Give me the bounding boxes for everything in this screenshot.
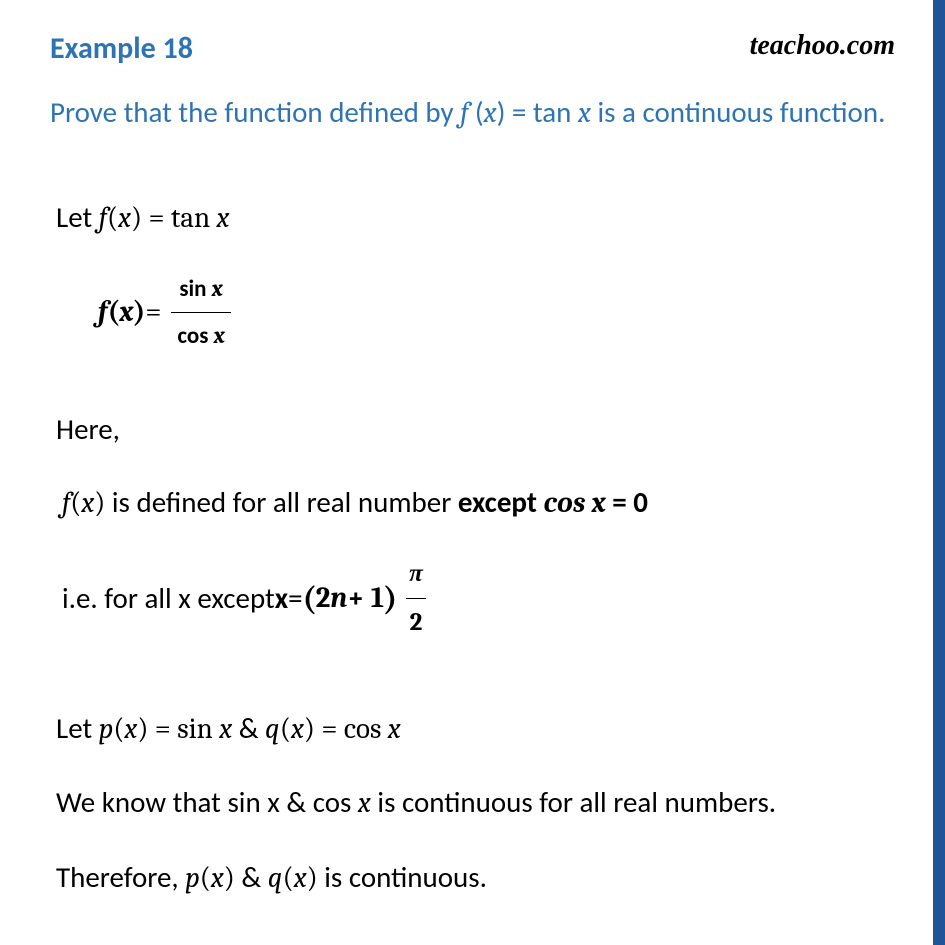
example-title: Example 18 bbox=[50, 30, 193, 67]
we-know-line: We know that sin x & cos x is continuous… bbox=[50, 776, 895, 831]
def-f: f bbox=[62, 487, 70, 520]
def-except: except bbox=[458, 484, 544, 520]
th-p2: ( bbox=[283, 862, 294, 895]
question-text: Prove that the function defined by f (x)… bbox=[50, 85, 895, 141]
th-x1: x bbox=[211, 862, 224, 895]
let-pq-line: Let p(x) = sin x & q(x) = cos x bbox=[50, 702, 895, 757]
let-eq: = tan bbox=[142, 202, 216, 235]
th-text1: Therefore, bbox=[56, 859, 185, 895]
fx-close: ) bbox=[134, 286, 146, 340]
watermark: teachoo.com bbox=[750, 30, 895, 62]
def-eq: = 0 bbox=[606, 484, 648, 520]
pi-num: π bbox=[405, 551, 427, 598]
ie-plus: + 1 bbox=[347, 572, 384, 626]
th-text2: is continuous. bbox=[318, 859, 487, 895]
pq-p1: ( bbox=[113, 713, 124, 746]
fx-eq: = bbox=[145, 286, 161, 340]
ie-line: i.e. for all x except x = (2n + 1) π 2 bbox=[50, 551, 895, 647]
question-paren: ( bbox=[475, 94, 484, 130]
let-word: Let bbox=[56, 199, 99, 235]
th-p: p bbox=[185, 862, 200, 895]
wk-x: x bbox=[358, 787, 371, 820]
def-x: x bbox=[81, 487, 94, 520]
pq-cos: cos bbox=[344, 713, 388, 746]
let-x2: x bbox=[217, 202, 230, 235]
question-x: x bbox=[484, 97, 497, 130]
def-paren: ( bbox=[70, 487, 81, 520]
wk-text2: is continuous for all real numbers. bbox=[371, 784, 776, 820]
def-close: ) bbox=[94, 487, 105, 520]
th-q: q bbox=[268, 862, 283, 895]
fx-fraction-line: f(x) = sin x cos x bbox=[50, 268, 895, 358]
pq-c2: ) bbox=[304, 713, 315, 746]
let-close: ) bbox=[131, 202, 142, 235]
let-f: f bbox=[99, 202, 107, 235]
defined-line: f(x) is defined for all real number exce… bbox=[50, 476, 895, 531]
ie-pclose: ) bbox=[384, 569, 397, 628]
ie-n: n bbox=[330, 572, 347, 626]
question-prefix: Prove that the function defined by bbox=[50, 94, 460, 130]
let-x: x bbox=[118, 202, 131, 235]
fraction-den: cos x bbox=[171, 312, 230, 358]
num-x: x bbox=[212, 275, 223, 302]
pi-den: 2 bbox=[406, 598, 427, 646]
pq-p2: ( bbox=[280, 713, 291, 746]
den-x: x bbox=[214, 322, 225, 349]
pq-let: Let bbox=[56, 710, 99, 746]
num-sin: sin bbox=[179, 275, 211, 303]
th-c2: ) bbox=[307, 862, 318, 895]
fraction: sin x cos x bbox=[171, 268, 230, 358]
ie-x: x bbox=[275, 572, 288, 626]
ie-eq: = bbox=[288, 572, 302, 626]
fx-paren: ( bbox=[108, 286, 120, 340]
def-text: is defined for all real number bbox=[105, 484, 458, 520]
fraction-num: sin x bbox=[173, 268, 228, 313]
pq-c1: ) bbox=[137, 713, 148, 746]
pq-x2: x bbox=[219, 713, 232, 746]
th-amp: & bbox=[235, 859, 268, 895]
question-fx: f bbox=[460, 97, 475, 130]
header-row: Example 18 teachoo.com bbox=[50, 30, 895, 67]
let-line: Let f(x) = tan x bbox=[50, 191, 895, 246]
right-border-accent bbox=[933, 0, 945, 945]
def-cos: cos x bbox=[543, 487, 605, 520]
pq-x4: x bbox=[388, 713, 401, 746]
ie-popen: ( bbox=[303, 569, 316, 628]
th-x2: x bbox=[294, 862, 307, 895]
pq-x1: x bbox=[124, 713, 137, 746]
here-line: Here, bbox=[50, 403, 895, 457]
pq-q: q bbox=[265, 713, 280, 746]
question-x2: x bbox=[578, 97, 591, 130]
pi-fraction: π 2 bbox=[405, 551, 427, 647]
den-cos: cos bbox=[177, 322, 213, 350]
ie-two: 2 bbox=[316, 572, 331, 626]
fx-x: x bbox=[120, 286, 134, 340]
wk-text1: We know that sin x & cos bbox=[56, 784, 358, 820]
pq-x3: x bbox=[291, 713, 304, 746]
therefore-line: Therefore, p(x) & q(x) is continuous. bbox=[50, 851, 895, 906]
pq-sin: sin bbox=[177, 713, 219, 746]
pq-p: p bbox=[99, 713, 114, 746]
pq-amp: & bbox=[232, 710, 265, 746]
ie-text: i.e. for all x except bbox=[62, 572, 275, 626]
pq-eq2: = bbox=[315, 713, 344, 746]
th-p1: ( bbox=[200, 862, 211, 895]
question-suffix: is a continuous function. bbox=[591, 94, 886, 130]
let-paren: ( bbox=[107, 202, 118, 235]
th-c1: ) bbox=[224, 862, 235, 895]
question-close: ) = tan bbox=[497, 94, 578, 130]
pq-eq1: = bbox=[148, 713, 177, 746]
fx-f: f bbox=[98, 286, 108, 340]
